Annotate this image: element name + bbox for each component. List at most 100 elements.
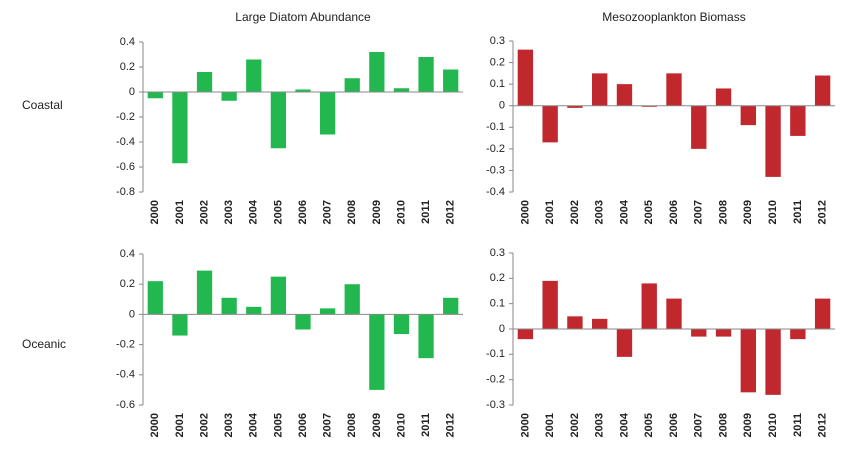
x-tick-label: 2004 bbox=[248, 199, 260, 224]
row-label: Coastal bbox=[22, 98, 63, 112]
bar bbox=[196, 270, 213, 315]
x-tick-label: 2007 bbox=[322, 200, 334, 224]
x-tick-label: 2001 bbox=[544, 413, 556, 437]
x-tick-label: 2010 bbox=[395, 200, 407, 224]
y-tick-label: 0.2 bbox=[490, 56, 505, 68]
x-tick-label: 2003 bbox=[594, 200, 606, 224]
y-tick-label: 0.4 bbox=[120, 36, 135, 48]
row-label: Oceanic bbox=[22, 337, 66, 351]
x-tick-label: 2001 bbox=[174, 200, 186, 224]
x-tick-label: 2009 bbox=[742, 200, 754, 224]
x-tick-label: 2002 bbox=[198, 200, 210, 224]
chart-title: Large Diatom Abundance bbox=[235, 10, 371, 24]
x-tick-label: 2003 bbox=[223, 413, 235, 437]
bar bbox=[246, 59, 262, 92]
x-tick-label: 2000 bbox=[519, 200, 531, 224]
x-tick-label: 2009 bbox=[371, 413, 383, 437]
x-tick-label: 2003 bbox=[223, 200, 235, 224]
x-tick-label: 2003 bbox=[594, 413, 606, 437]
y-tick-label: -0.4 bbox=[486, 186, 505, 198]
x-tick-label: 2007 bbox=[693, 413, 705, 437]
bar bbox=[172, 92, 188, 164]
bar bbox=[517, 329, 534, 340]
y-tick-label: 0.1 bbox=[490, 298, 505, 310]
x-tick-label: 2000 bbox=[149, 200, 161, 224]
bar bbox=[740, 329, 756, 393]
x-tick-label: 2005 bbox=[643, 413, 655, 437]
bar bbox=[567, 105, 583, 108]
y-tick-label: -0.3 bbox=[486, 399, 505, 411]
bar bbox=[221, 92, 237, 101]
x-tick-label: 2009 bbox=[371, 200, 383, 224]
x-tick-label: 2006 bbox=[297, 200, 309, 224]
bar bbox=[270, 92, 287, 149]
x-tick-label: 2011 bbox=[420, 200, 432, 224]
y-tick-label: 0.2 bbox=[490, 272, 505, 284]
y-tick-label: 0.1 bbox=[490, 78, 505, 90]
x-tick-label: 2007 bbox=[693, 200, 705, 224]
x-tick-label: 2006 bbox=[668, 200, 680, 224]
y-tick-label: 0 bbox=[499, 323, 505, 335]
y-tick-label: -0.4 bbox=[116, 136, 135, 148]
bar bbox=[295, 89, 311, 92]
x-tick-label: 2008 bbox=[346, 200, 358, 224]
x-tick-label: 2010 bbox=[395, 413, 407, 437]
y-tick-label: -0.8 bbox=[116, 186, 135, 198]
y-tick-label: -0.6 bbox=[116, 399, 135, 411]
y-tick-label: 0.2 bbox=[120, 278, 135, 290]
bar bbox=[715, 329, 732, 337]
x-tick-label: 2005 bbox=[643, 200, 655, 224]
y-tick-label: -0.1 bbox=[486, 121, 505, 133]
bar bbox=[691, 105, 707, 149]
bar bbox=[592, 318, 608, 329]
y-tick-label: 0.4 bbox=[120, 248, 135, 260]
x-tick-label: 2002 bbox=[569, 200, 581, 224]
bar bbox=[542, 280, 558, 329]
bar bbox=[319, 308, 336, 315]
bar bbox=[592, 73, 608, 106]
bar bbox=[147, 281, 163, 315]
bar bbox=[270, 276, 287, 315]
x-tick-label: 2004 bbox=[248, 412, 260, 437]
bar bbox=[418, 314, 434, 359]
chart-title: Mesozooplankton Biomass bbox=[602, 10, 745, 24]
bar bbox=[790, 105, 806, 136]
bar bbox=[393, 88, 410, 92]
x-tick-label: 2002 bbox=[569, 413, 581, 437]
y-tick-label: 0 bbox=[499, 100, 505, 112]
x-tick-label: 2001 bbox=[544, 200, 556, 224]
x-tick-label: 2000 bbox=[519, 413, 531, 437]
bar bbox=[344, 78, 360, 92]
x-tick-label: 2005 bbox=[272, 413, 284, 437]
y-tick-label: -0.2 bbox=[116, 339, 135, 351]
y-tick-label: -0.2 bbox=[116, 111, 135, 123]
x-tick-label: 2012 bbox=[817, 413, 829, 437]
x-tick-label: 2004 bbox=[618, 199, 630, 224]
y-tick-label: 0.3 bbox=[490, 35, 505, 47]
bar bbox=[740, 105, 756, 126]
bar bbox=[295, 314, 311, 330]
y-tick-label: 0 bbox=[129, 308, 135, 320]
bar bbox=[616, 84, 633, 106]
bar bbox=[319, 92, 336, 135]
bar bbox=[443, 297, 459, 315]
x-tick-label: 2012 bbox=[445, 200, 457, 224]
x-tick-label: 2005 bbox=[272, 200, 284, 224]
y-tick-label: 0.3 bbox=[490, 247, 505, 259]
x-tick-label: 2009 bbox=[742, 413, 754, 437]
x-tick-label: 2007 bbox=[322, 413, 334, 437]
bar bbox=[393, 314, 410, 335]
bar bbox=[790, 329, 806, 340]
y-tick-label: -0.6 bbox=[116, 161, 135, 173]
bar bbox=[567, 316, 583, 329]
y-tick-label: -0.4 bbox=[116, 369, 135, 381]
bar bbox=[344, 284, 360, 315]
x-tick-label: 2011 bbox=[792, 413, 804, 437]
x-tick-label: 2002 bbox=[198, 413, 210, 437]
bar bbox=[641, 283, 657, 329]
bar bbox=[369, 314, 385, 390]
y-tick-label: -0.2 bbox=[486, 143, 505, 155]
bar bbox=[691, 329, 707, 337]
x-tick-label: 2000 bbox=[149, 413, 161, 437]
